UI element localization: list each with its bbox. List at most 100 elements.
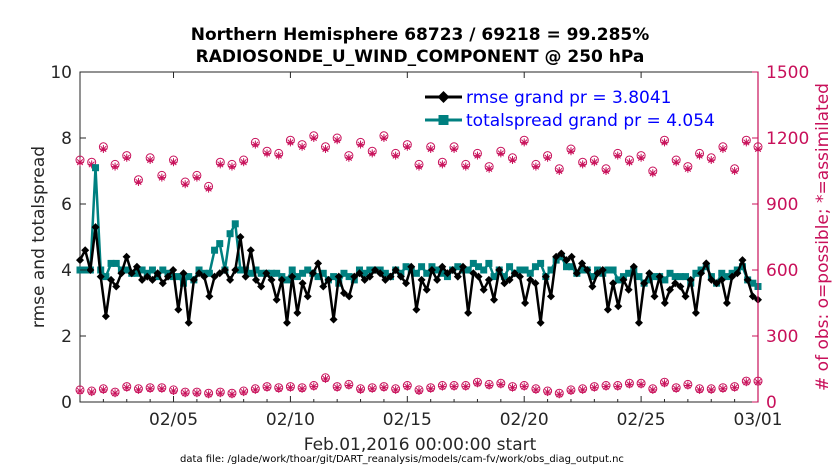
asterisk-stroke <box>135 178 142 186</box>
asterisk-stroke <box>556 391 563 398</box>
obs-assimilated-marker <box>309 134 318 142</box>
spread-point <box>485 259 493 267</box>
asterisk-stroke <box>708 386 715 394</box>
rmse-point <box>81 246 90 255</box>
obs-assimilated-marker <box>286 383 295 392</box>
spread-point <box>423 269 431 277</box>
rmse-point <box>329 315 338 324</box>
obs-assimilated-marker <box>461 382 470 391</box>
obs-assimilated-marker <box>309 382 318 391</box>
rmse-point <box>184 318 193 327</box>
rmse-point <box>500 279 509 288</box>
spread-point <box>464 266 472 274</box>
y-tick-label: 6 <box>61 195 72 215</box>
rmse-point <box>578 259 587 268</box>
asterisk-stroke <box>591 159 598 166</box>
asterisk-stroke <box>345 154 353 161</box>
rmse-point <box>572 269 581 278</box>
asterisk-stroke <box>731 384 738 391</box>
asterisk-stroke <box>719 385 727 392</box>
spread-point <box>516 266 524 274</box>
rmse-point <box>365 272 374 281</box>
obs-assimilated-marker <box>415 387 423 395</box>
obs-assimilated-marker <box>707 156 716 164</box>
spread-point <box>537 259 545 267</box>
y2-tick-label: 1200 <box>766 129 809 149</box>
spread-point <box>340 269 348 277</box>
spread-point <box>252 266 260 274</box>
asterisk-stroke <box>719 145 727 153</box>
spread-point <box>526 269 534 277</box>
obs-assimilated-marker <box>146 384 155 393</box>
asterisk-stroke <box>602 167 610 175</box>
obs-assimilated-marker <box>263 149 272 158</box>
rmse-point <box>101 312 110 321</box>
obs-assimilated-marker <box>368 149 377 158</box>
rmse-point <box>707 275 716 284</box>
obs-assimilated-marker <box>461 162 470 171</box>
rmse-point <box>510 269 519 278</box>
rmse-point <box>205 292 214 301</box>
rmse-point <box>158 279 167 288</box>
obs-assimilated-marker <box>520 382 529 391</box>
rmse-point <box>546 292 555 301</box>
asterisk-stroke <box>649 386 656 394</box>
asterisk-stroke <box>205 185 212 192</box>
asterisk-stroke <box>579 386 586 394</box>
asterisk-stroke <box>252 141 259 148</box>
obs-assimilated-marker <box>227 162 236 171</box>
asterisk-stroke <box>170 159 177 166</box>
spread-point <box>174 273 182 281</box>
spread-point <box>506 263 514 271</box>
rmse-point <box>495 266 504 274</box>
obs-assimilated-marker <box>707 385 716 394</box>
obs-assimilated-marker <box>742 378 751 387</box>
rmse-point <box>220 266 229 274</box>
spread-point <box>247 269 255 277</box>
asterisk-stroke <box>673 159 680 166</box>
rmse-point <box>603 305 612 314</box>
spread-point <box>138 266 146 274</box>
rmse-point <box>598 266 607 274</box>
rmse-point <box>614 302 623 311</box>
asterisk-stroke <box>404 383 411 390</box>
asterisk-stroke <box>287 384 294 391</box>
spread-point <box>433 266 441 274</box>
obs-assimilated-marker <box>578 160 587 169</box>
asterisk-stroke <box>673 385 680 392</box>
plot-area <box>79 71 759 403</box>
asterisk-stroke <box>509 156 516 164</box>
asterisk-stroke <box>684 382 692 389</box>
obs-assimilated-marker <box>204 390 213 399</box>
rmse-point <box>531 279 540 288</box>
obs-assimilated-marker <box>99 385 108 394</box>
asterisk-stroke <box>532 163 540 170</box>
rmse-point <box>246 246 255 255</box>
rmse-point <box>427 266 436 274</box>
obs-assimilated-marker <box>192 173 201 182</box>
obs-assimilated-marker <box>227 390 236 399</box>
asterisk-stroke <box>357 386 364 394</box>
spread-point <box>723 273 731 281</box>
rmse-point <box>490 295 499 304</box>
rmse-point <box>262 269 271 278</box>
obs-assimilated-marker <box>321 374 330 383</box>
rmse-point <box>562 256 571 265</box>
obs-assimilated-marker <box>298 384 307 393</box>
obs-assimilated-marker <box>403 142 412 151</box>
rmse-point <box>453 272 462 281</box>
rmse-point <box>743 275 752 284</box>
spread-point <box>159 266 167 274</box>
obs-assimilated-marker <box>216 389 225 398</box>
asterisk-stroke <box>743 379 750 386</box>
rmse-point <box>345 292 354 301</box>
rmse-point <box>438 262 447 271</box>
rmse-point <box>412 305 421 314</box>
rmse-point <box>163 272 172 281</box>
rmse-point <box>308 269 317 278</box>
obs-assimilated-marker <box>602 382 611 391</box>
rmse-point <box>479 285 488 294</box>
spread-point <box>604 266 612 274</box>
asterisk-stroke <box>427 145 434 153</box>
rmse-point <box>283 318 292 327</box>
